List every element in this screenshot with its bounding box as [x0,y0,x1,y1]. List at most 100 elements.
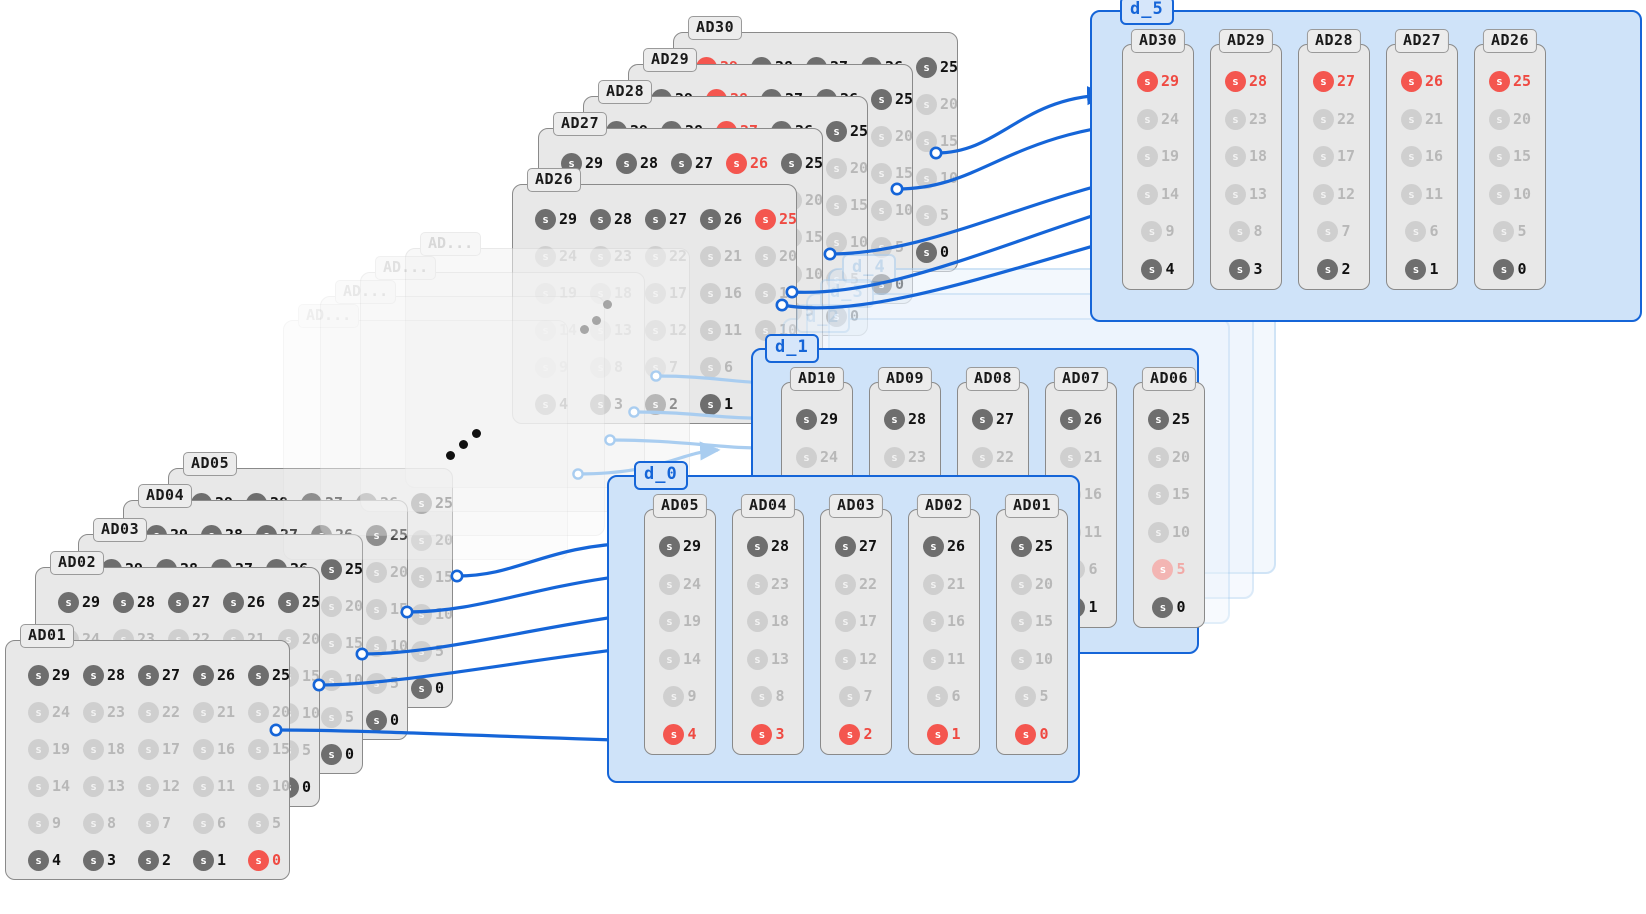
ad-column-card[interactable]: AD28 s 27 s 22 s 17 s 12 s 7 s 2 [1298,29,1370,290]
ad-column-card[interactable]: AD26 s 25 s 20 s 15 s 10 s 5 s 0 [1474,29,1546,290]
ad-column-card[interactable]: AD04 s 28 s 23 s 18 s 13 s 8 s 3 [732,494,804,755]
ad-card[interactable]: AD01 s 29 s 28 s 27 s 26 s 25 s 24 s 23 s 22 s 21 s 20 s 19 s 18… [5,624,290,880]
panel-d_0[interactable]: d_0 AD05 s 29 s 24 s 19 s 14 s 9 s 4 AD04 s 28 s 23 s 18 s 13 s… [607,461,1080,783]
ad-column-card[interactable]: AD29 s 28 s 23 s 18 s 13 s 8 s 3 [1210,29,1282,290]
ad-column-card[interactable]: AD02 s 26 s 21 s 16 s 11 s 6 s 1 [908,494,980,755]
slot[interactable]: s 25 [411,493,453,514]
slot[interactable]: s 25 [826,121,868,142]
slot[interactable]: s 25 [997,536,1067,557]
slot[interactable]: s 25 [1134,409,1204,430]
slot[interactable]: s 25 [321,559,363,580]
ad-column-card[interactable]: AD03 s 27 s 22 s 17 s 12 s 7 s 2 [820,494,892,755]
ad-column-card[interactable]: AD27 s 26 s 21 s 16 s 11 s 6 s 1 [1386,29,1458,290]
